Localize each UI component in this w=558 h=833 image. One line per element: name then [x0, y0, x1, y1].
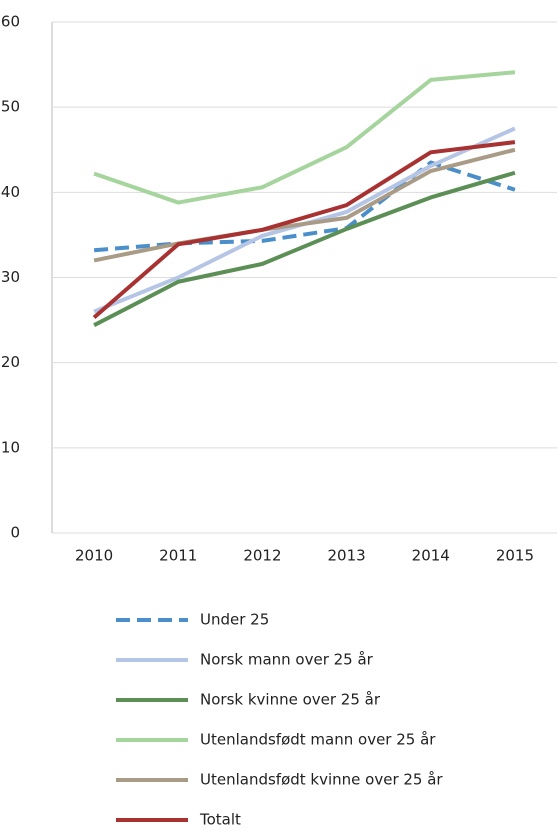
x-tick-label: 2011: [159, 547, 197, 565]
legend-label: Utenlandsfødt kvinne over 25 år: [200, 771, 443, 789]
legend-label: Totalt: [199, 811, 241, 829]
x-tick-label: 2012: [243, 547, 281, 565]
x-tick-label: 2013: [327, 547, 365, 565]
y-tick-label: 0: [10, 524, 20, 542]
x-tick-label: 2015: [496, 547, 534, 565]
series-line: [92, 140, 516, 320]
x-tick-label: 2010: [75, 547, 113, 565]
y-tick-label: 30: [1, 268, 20, 286]
x-tick-label: 2014: [412, 547, 450, 565]
y-tick-label: 40: [1, 183, 20, 201]
legend-label: Utenlandsfødt mann over 25 år: [200, 731, 436, 749]
y-tick-label: 20: [1, 353, 20, 371]
series-line: [93, 160, 516, 253]
y-tick-label: 10: [1, 438, 20, 456]
legend-label: Under 25: [200, 611, 269, 629]
legend-label: Norsk mann over 25 år: [200, 651, 374, 669]
y-tick-label: 60: [1, 13, 20, 31]
series-line: [93, 147, 516, 263]
series-line: [93, 126, 516, 314]
y-tick-label: 50: [1, 98, 20, 116]
series-line: [93, 170, 516, 327]
series-line: [93, 70, 516, 205]
legend-label: Norsk kvinne over 25 år: [200, 691, 381, 709]
